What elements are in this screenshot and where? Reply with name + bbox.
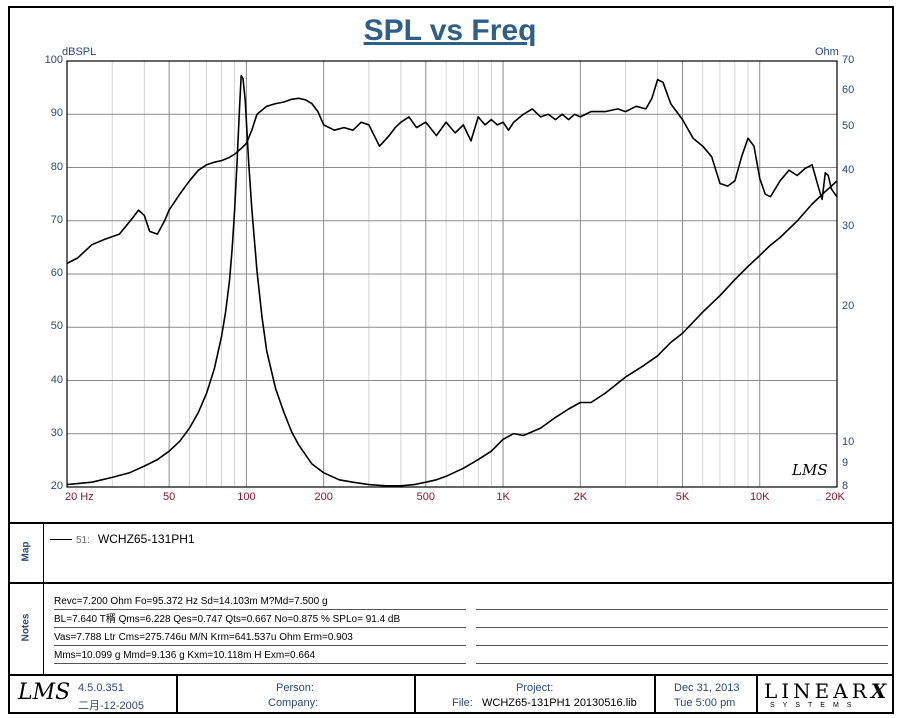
legend-entry-name: WCHZ65-131PH1 [97,532,195,546]
y-right-tick-label: 60 [842,84,855,97]
y-left-tick-label: 20 [50,480,63,492]
x-tick-label: 100 [237,491,256,503]
legend-entry-id: 51: [76,535,90,546]
note-line-2: BL=7.640 T稰 Qms=6.228 Qes=0.747 Qts=0.66… [54,613,466,628]
file-name: WCHZ65-131PH1 20130516.lib [482,697,637,709]
x-tick-label: 5K [675,491,690,503]
y-left-tick-label: 100 [44,54,63,66]
note-blank-3 [476,631,888,646]
linearx-systems: SYSTEMS [770,702,860,709]
lms-watermark: LMS [791,461,828,479]
x-tick-label: 1K [496,491,510,503]
y-right-tick-label: 40 [842,163,855,176]
series-line-spl [66,78,838,265]
divider-chart-map [8,522,894,524]
footer-date-cell: Dec 31, 2013 Tue 5:00 pm [656,676,758,714]
y-axis-right-label: Ohm [815,46,839,58]
y-axis-left-label: dBSPL [62,46,97,58]
y-right-tick-label: 20 [842,300,855,313]
map-label-box: Map [8,524,44,582]
linearx-logo: LINEARX [764,679,890,703]
y-left-tick-label: 40 [50,373,63,386]
x-tick-label: 50 [163,491,176,503]
y-right-tick-label: 10 [842,436,855,449]
person-label: Person: [276,682,314,694]
y-left-tick-label: 30 [50,426,63,439]
y-left-tick-label: 50 [50,320,63,333]
project-label: Project: [516,682,554,694]
version: 4.5.0.351 [78,682,124,694]
y-left-tick-label: 70 [50,213,63,226]
note-blank-2 [476,613,888,628]
date-code: 二月-12-2005 [78,700,145,712]
y-right-tick-label: 8 [842,480,849,492]
x-tick-label: 200 [314,491,333,503]
y-right-tick-label: 50 [842,120,855,133]
x-tick-label: 2K [573,491,588,503]
x-tick-label: 10K [749,491,770,503]
footer: LMS 4.5.0.351 二月-12-2005 Person: Company… [8,676,894,714]
x-tick-label: 20K [825,491,845,503]
note-line-3: Vas=7.788 Ltr Cms=275.746u M/N Krm=641.5… [54,631,466,646]
footer-project-cell: Project: File: WCHZ65-131PH1 20130516.li… [416,676,656,714]
x-tick-label: 500 [416,491,435,503]
note-line-1: Revc=7.200 Ohm Fo=95.372 Hz Sd=14.103m M… [54,595,466,610]
legend: 51: WCHZ65-131PH1 [50,532,195,546]
y-right-tick-label: 30 [842,220,855,233]
y-left-tick-label: 80 [50,160,63,173]
footer-person-cell: Person: Company: [178,676,416,714]
divider-map-notes [8,582,894,584]
note-blank-1 [476,595,888,610]
y-right-tick-label: 9 [842,456,849,469]
series-line-impedance [66,74,838,487]
footer-version-cell: LMS 4.5.0.351 二月-12-2005 [8,676,178,714]
note-blank-4 [476,649,888,664]
y-right-tick-label: 70 [842,54,855,66]
x-tick-label: 20 Hz [65,491,94,503]
report-time: Tue 5:00 pm [674,697,736,709]
y-left-tick-label: 90 [50,107,63,120]
company-label: Company: [268,697,319,709]
divider-notes-footer [8,674,894,676]
linearx-x: X [870,679,891,703]
plot-border [66,60,838,488]
lms-logo: LMS [18,680,71,705]
note-line-4: Mms=10.099 g Mmd=9.136 g Kxm=10.118m H E… [54,649,466,664]
legend-swatch [50,539,72,541]
linearx-brand: LINEAR [764,679,871,703]
chart-title: SPL vs Freq [363,14,537,47]
y-left-tick-label: 60 [50,267,63,279]
report-date: Dec 31, 2013 [674,682,740,694]
notes-label: Notes [20,613,32,642]
file-label: File: [452,697,473,709]
map-label: Map [20,541,32,562]
notes-label-box: Notes [8,584,44,674]
